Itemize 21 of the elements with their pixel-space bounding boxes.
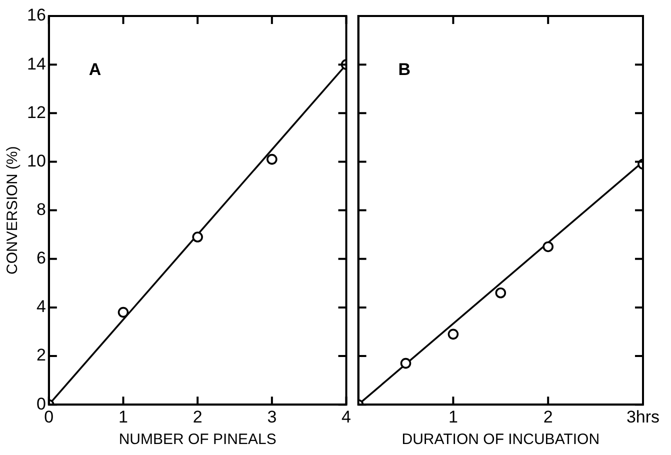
y-tick-label: 6 xyxy=(36,248,46,268)
x-tick-label: 2 xyxy=(543,407,553,426)
y-tick-label: 14 xyxy=(26,54,46,74)
y-tick-label: 12 xyxy=(26,102,46,122)
x-axis-title: DURATION OF INCUBATION xyxy=(402,431,600,448)
y-tick-label: 16 xyxy=(26,6,46,25)
annotation: A xyxy=(88,60,102,80)
x-axis-title: NUMBER OF PINEALS xyxy=(118,431,276,448)
y-tick-label: 10 xyxy=(26,151,46,170)
x-tick-label: 4 xyxy=(342,407,352,426)
y-tick-label: 8 xyxy=(36,200,46,219)
x-tick-label: 2 xyxy=(192,407,202,426)
y-tick-label: 0 xyxy=(36,394,46,414)
x-tick-label: 3 xyxy=(267,407,277,426)
x-tick-label: 1 xyxy=(118,407,128,426)
x-tick-label: 1 xyxy=(448,407,458,426)
annotation: B xyxy=(398,60,411,80)
y-tick-label: 4 xyxy=(36,297,46,316)
x-tick-label: 3hrs xyxy=(626,407,660,426)
y-tick-label: 2 xyxy=(36,346,46,365)
y-axis-title: CONVERSION (%) xyxy=(4,146,22,274)
